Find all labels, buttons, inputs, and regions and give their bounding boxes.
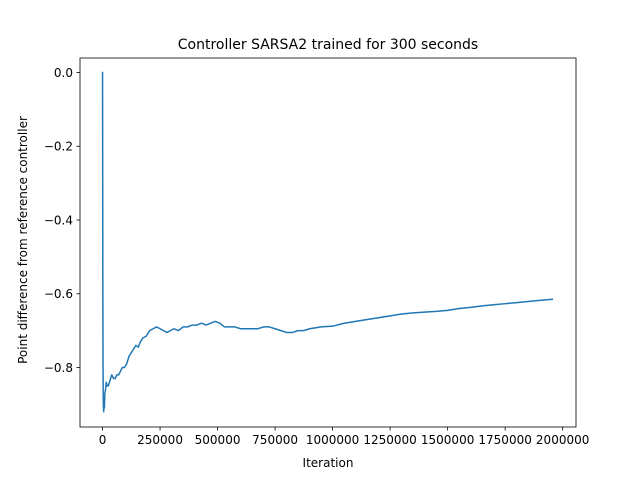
plot-frame	[79, 57, 577, 428]
y-tick-label: −0.8	[44, 361, 73, 375]
x-axis-label: Iteration	[303, 456, 354, 470]
y-tick-label: −0.6	[44, 287, 73, 301]
chart-title: Controller SARSA2 trained for 300 second…	[178, 37, 478, 53]
x-tick-label: 2000000	[536, 433, 589, 447]
x-tick-label: 0	[99, 433, 107, 447]
x-tick-label: 500000	[195, 433, 241, 447]
axes-layer	[79, 57, 577, 428]
series-line-1	[101, 71, 554, 413]
y-axis-label: Point difference from reference controll…	[16, 116, 30, 364]
ticks-layer: 0 250000 500000 750000 1000000 1250000 1500000…	[44, 66, 590, 447]
x-tick-label: 1500000	[421, 433, 474, 447]
y-tick-label: −0.4	[44, 213, 73, 227]
x-tick-label: 1250000	[363, 433, 416, 447]
y-tick-label: −0.2	[44, 140, 73, 154]
series-layer	[101, 71, 554, 413]
x-tick-label: 250000	[137, 433, 183, 447]
y-tick-label: 0.0	[54, 66, 73, 80]
x-tick-label: 1000000	[306, 433, 359, 447]
x-tick-label: 1750000	[478, 433, 531, 447]
x-tick-label: 750000	[252, 433, 298, 447]
